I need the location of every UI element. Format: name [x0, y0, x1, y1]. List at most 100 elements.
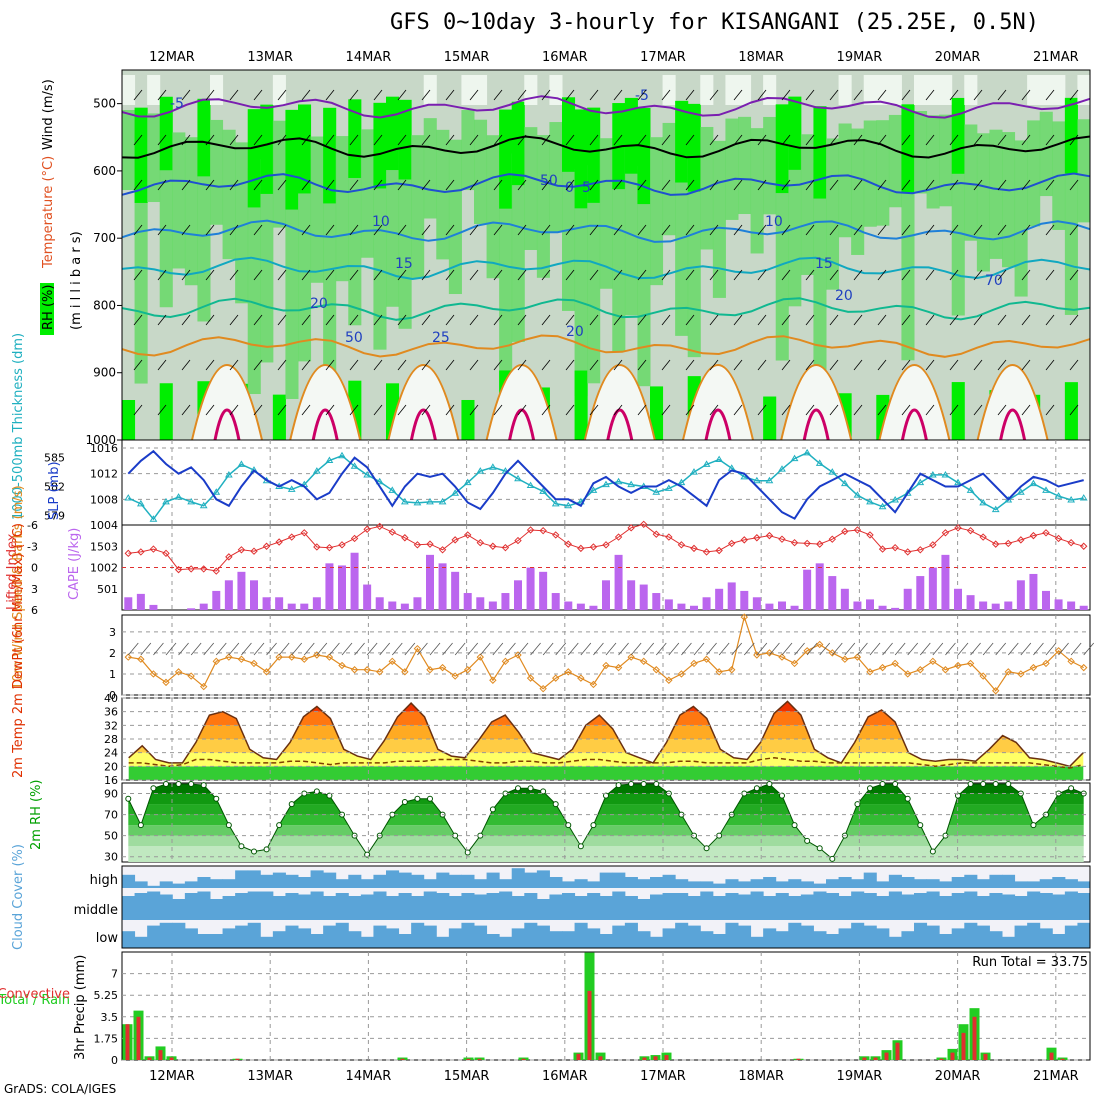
wind-barb	[541, 404, 551, 416]
rh2m-point	[766, 781, 773, 788]
li-point	[451, 536, 459, 544]
thickness-point	[187, 497, 196, 505]
wind-barb	[325, 89, 335, 101]
rh-saturated-column	[775, 104, 789, 194]
rh-boundary-column	[763, 396, 777, 440]
rh2m-tick-label: 30	[104, 851, 118, 864]
precip-convective-bar	[521, 1058, 526, 1060]
cloud-middle-bar	[461, 893, 475, 920]
wind-barb	[349, 89, 359, 101]
wind-barb	[637, 224, 647, 236]
cloud-middle-bar	[763, 896, 777, 920]
wind-speed-point	[992, 687, 1000, 695]
wind-barb	[253, 404, 263, 416]
wind10-barb	[630, 642, 642, 656]
wind-barb	[301, 269, 311, 281]
wind-barb	[157, 359, 167, 371]
rh-dry-column	[914, 75, 928, 105]
wind-barb	[349, 224, 359, 236]
wind-speed-point	[765, 649, 774, 657]
precip-total-bar	[1057, 1057, 1068, 1060]
wind-barb	[805, 224, 815, 236]
rh-moist-column	[348, 148, 362, 326]
wind-barb	[829, 269, 839, 281]
wind-barb	[205, 359, 215, 371]
wind-barb	[1069, 269, 1079, 281]
cloud-low-bar	[738, 925, 752, 948]
isotherm-label: 10	[765, 214, 783, 230]
rh-moist-column	[587, 165, 601, 384]
wind-barb	[421, 89, 431, 101]
precip-convective-bar	[653, 1056, 658, 1060]
wind-barb	[493, 269, 503, 281]
wind-barb	[901, 359, 911, 371]
wind10-barb	[153, 642, 164, 656]
li-point	[715, 546, 723, 555]
wind-barb	[805, 404, 815, 416]
cloud-middle-bar	[687, 896, 701, 920]
cloud-low-bar	[926, 925, 940, 948]
wind-barb	[565, 179, 575, 191]
li-point	[602, 541, 610, 549]
rh-moist-column	[813, 162, 827, 374]
cloud-high-bar	[587, 881, 601, 888]
cape-bar	[589, 605, 598, 610]
wind-barb	[613, 359, 623, 371]
li-point	[514, 536, 522, 545]
wind-barb	[853, 89, 863, 101]
rh-saturated-column	[624, 97, 638, 174]
rh2m-point	[816, 845, 823, 852]
li-point	[313, 543, 321, 551]
wind-barb	[829, 404, 839, 416]
cloud-high-bar	[122, 874, 136, 888]
thickness-point	[551, 499, 560, 507]
wind-barb	[589, 269, 599, 281]
cloud-low-bar	[486, 934, 500, 948]
wind10-barb	[429, 642, 441, 656]
xtick-bottom-label: 16MAR	[542, 1069, 588, 1084]
cape-bar	[463, 593, 472, 610]
isotherm-label: 70	[985, 273, 1003, 289]
wind-barb	[781, 269, 791, 281]
cloud-middle-bar	[411, 896, 425, 920]
cape-bar	[941, 554, 950, 610]
li-point	[929, 541, 937, 549]
wind10-barb	[869, 642, 881, 656]
cape-bar	[966, 595, 975, 610]
wind-barb	[1069, 179, 1079, 191]
rh2m-point	[653, 781, 660, 788]
wind-barb	[709, 224, 719, 236]
thickness-point	[602, 480, 610, 488]
wind-barb	[421, 269, 431, 281]
wind-speed-point	[728, 666, 736, 674]
rh-boundary-column	[159, 383, 173, 440]
thickness-point	[916, 478, 925, 486]
wind10-barb	[505, 642, 516, 656]
rh-moist-column	[335, 136, 349, 282]
wind-barb	[421, 134, 431, 146]
cloud-high-bar	[926, 879, 940, 888]
wind-barb	[373, 269, 383, 281]
li-point	[904, 548, 912, 556]
cloud-middle-bar	[788, 896, 802, 920]
cloud-middle-bar	[360, 894, 374, 920]
thickness-point	[287, 485, 296, 492]
wind-barb	[445, 89, 455, 101]
wind-speed-point	[388, 657, 396, 666]
wind10-barb	[404, 642, 416, 656]
li-point	[853, 526, 862, 534]
cloud-high-bar	[637, 879, 651, 888]
cloud-level-middle: middle	[74, 903, 118, 918]
thickness-point	[400, 497, 409, 505]
cloud-low-bar	[775, 931, 789, 948]
wind-barb	[709, 269, 719, 281]
rh-dry-column	[1052, 75, 1066, 105]
cloud-high-bar	[1077, 881, 1091, 888]
cloud-high-bar	[939, 881, 953, 888]
cloud-high-bar	[675, 879, 689, 888]
wind-barb	[1045, 179, 1055, 191]
cloud-middle-bar	[147, 891, 161, 920]
cloud-high-bar	[989, 874, 1003, 888]
wind-barb	[853, 404, 863, 416]
cape-bar	[1054, 599, 1063, 610]
